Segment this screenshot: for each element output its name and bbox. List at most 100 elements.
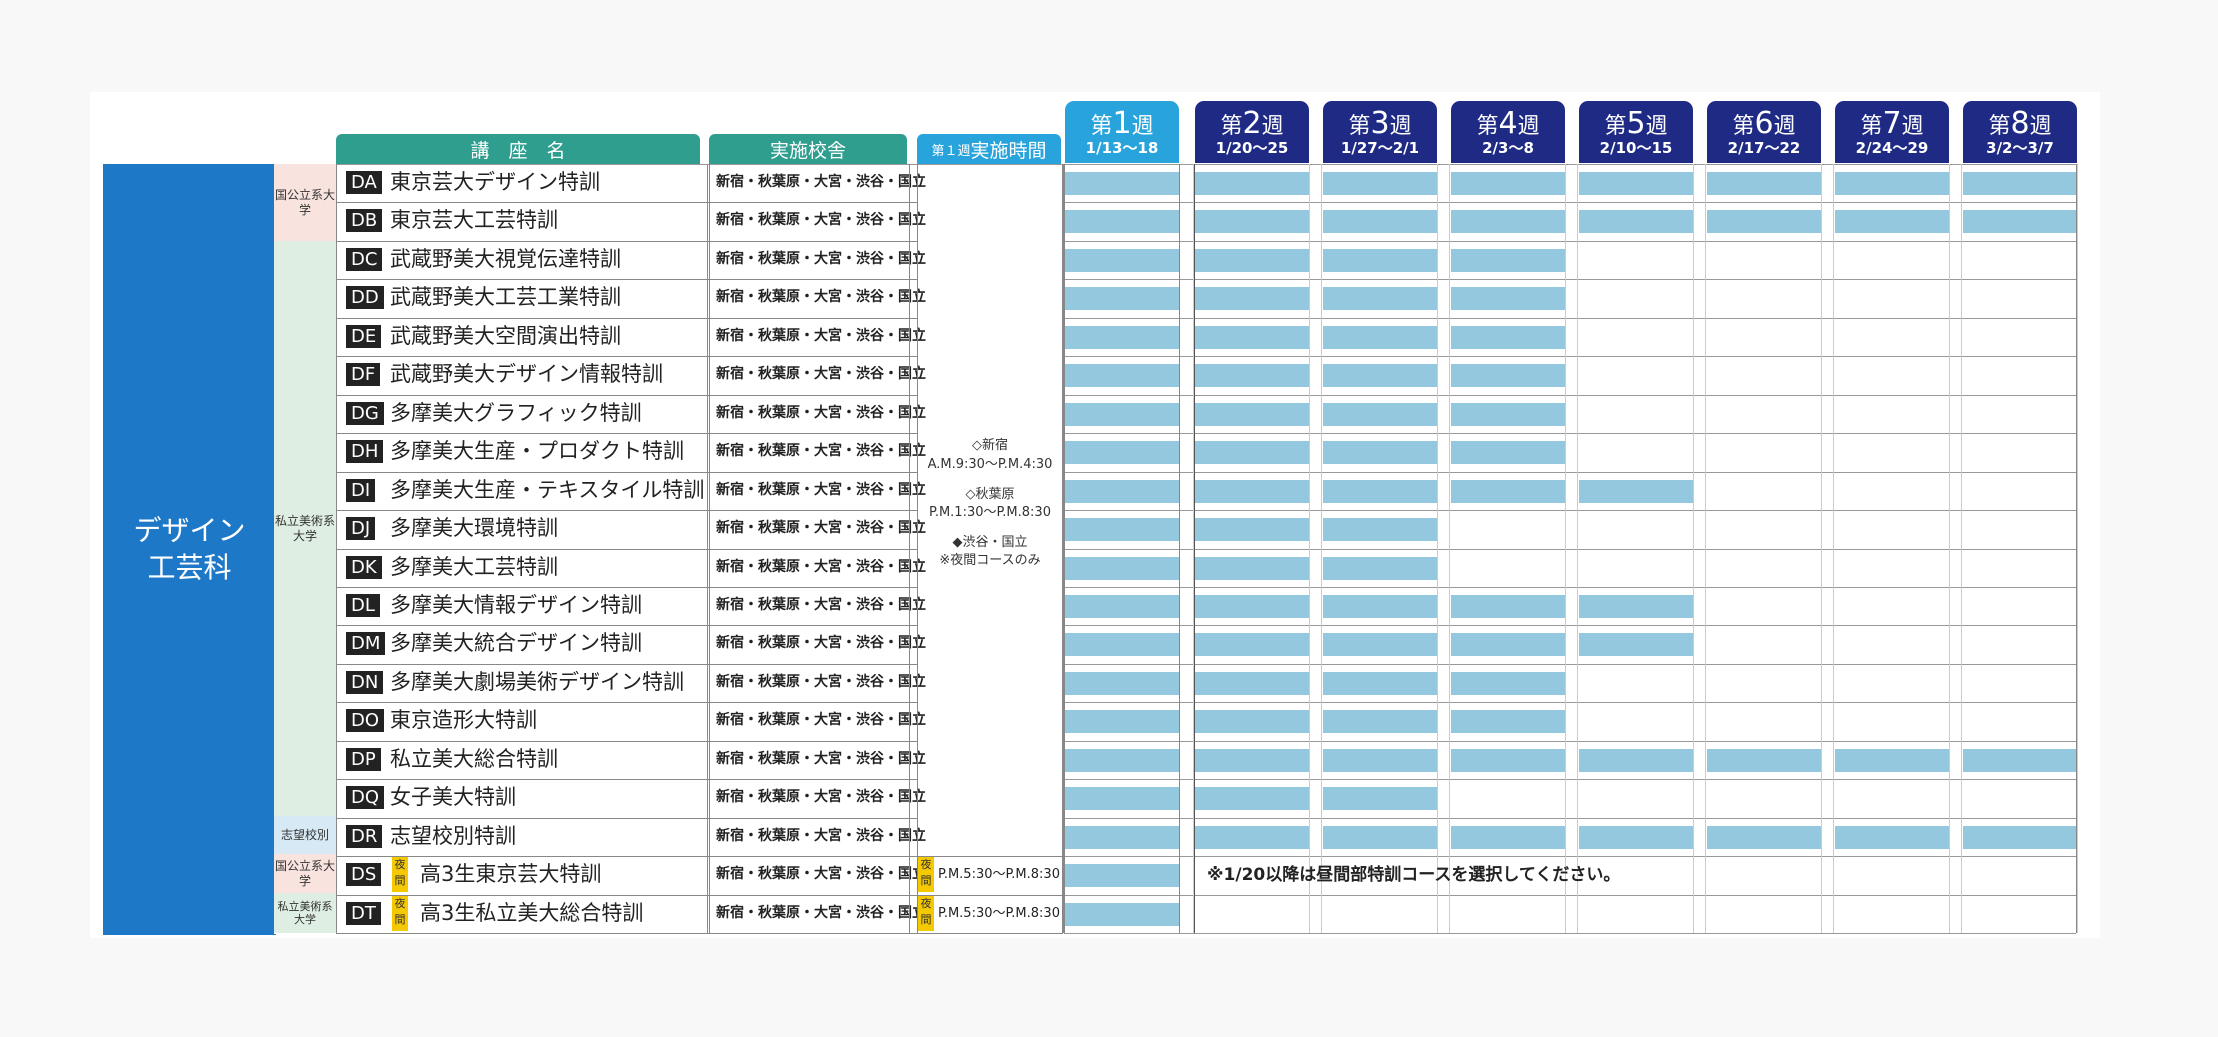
week-header-8: 第8週 3/2〜3/7 xyxy=(1963,101,2077,163)
course-code: DK xyxy=(346,555,382,579)
week-dates: 2/24〜29 xyxy=(1855,139,1929,158)
week-bar xyxy=(1963,825,2077,849)
week-bar xyxy=(1323,787,1437,811)
course-code: DD xyxy=(346,286,384,310)
week-number: 7 xyxy=(1882,106,1902,142)
course-row: DM 多摩美大統合デザイン特訓 新宿・秋葉原・大宮・渋谷・国立 xyxy=(336,625,1063,662)
column-divider xyxy=(336,164,337,933)
week-suffix: 週 xyxy=(1131,114,1154,140)
grid-row-line xyxy=(1064,510,2076,512)
week-bar xyxy=(1451,671,1565,695)
week1-separator xyxy=(1194,164,1195,933)
grid-right-border xyxy=(2076,164,2077,933)
course-name: 高3生私立美大総合特訓 xyxy=(420,900,644,925)
course-location: 新宿・秋葉原・大宮・渋谷・国立 xyxy=(716,289,926,306)
week-column-divider xyxy=(1833,164,1834,933)
course-name: 多摩美大統合デザイン特訓 xyxy=(390,631,642,656)
column-divider xyxy=(917,164,918,933)
week-bar xyxy=(1065,325,1179,349)
week-bar xyxy=(1323,364,1437,388)
course-name: 東京芸大工芸特訓 xyxy=(390,208,558,233)
course-name: 武蔵野美大空間演出特訓 xyxy=(390,323,621,348)
week-bar xyxy=(1579,210,1693,234)
course-location: 新宿・秋葉原・大宮・渋谷・国立 xyxy=(716,250,926,267)
week-bar xyxy=(1065,594,1179,618)
week-bar xyxy=(1323,248,1437,272)
week-column-divider xyxy=(1437,164,1438,933)
category-line1: デザイン xyxy=(133,514,246,548)
row-divider xyxy=(336,240,917,242)
row-divider xyxy=(336,817,917,819)
course-name: 武蔵野美大視覚伝達特訓 xyxy=(390,246,621,271)
week-bar xyxy=(1323,633,1437,657)
grid-row-line xyxy=(1064,894,2076,896)
course-code: DI xyxy=(346,478,376,502)
grid-row-line xyxy=(1064,817,2076,819)
week-bar xyxy=(1065,287,1179,311)
grid-row-line xyxy=(1064,779,2076,781)
week-bar xyxy=(1451,479,1565,503)
category-line2: 工芸科 xyxy=(147,550,232,584)
course-code: DH xyxy=(346,440,384,464)
time-shinjuku-hours: A.M.9:30〜P.M.4:30 xyxy=(927,456,1053,472)
time-shinjuku: ◇新宿 xyxy=(971,438,1008,454)
week-column-divider xyxy=(1193,164,1194,933)
week-bar xyxy=(1579,172,1693,195)
week-suffix: 週 xyxy=(1645,114,1668,140)
row-divider xyxy=(336,663,917,665)
course-location: 新宿・秋葉原・大宮・渋谷・国立 xyxy=(716,904,926,921)
course-row: DR 志望校別特訓 新宿・秋葉原・大宮・渋谷・国立 xyxy=(336,818,1063,855)
grid-row-line xyxy=(1064,702,2076,704)
subcategory-target-school: 志望校別 xyxy=(274,816,336,855)
time-akihabara-hours: P.M.1:30〜P.M.8:30 xyxy=(929,505,1051,521)
week-prefix: 第 xyxy=(1220,114,1243,140)
week-bar xyxy=(1065,441,1179,465)
week-bar xyxy=(1835,748,1949,772)
course-row: DI 多摩美大生産・テキスタイル特訓 新宿・秋葉原・大宮・渋谷・国立 xyxy=(336,472,1063,509)
grid-row-line xyxy=(1064,933,2076,934)
week-bar xyxy=(1451,364,1565,388)
week-column-divider xyxy=(1705,164,1706,933)
week-bar xyxy=(1195,787,1309,811)
week1-time-info: ◇新宿 A.M.9:30〜P.M.4:30 ◇秋葉原 P.M.1:30〜P.M.8:… xyxy=(918,164,1062,856)
course-location: 新宿・秋葉原・大宮・渋谷・国立 xyxy=(716,827,926,844)
course-row: DO 東京造形大特訓 新宿・秋葉原・大宮・渋谷・国立 xyxy=(336,702,1063,739)
week-header-6: 第6週 2/17〜22 xyxy=(1707,101,1821,163)
week-prefix: 第 xyxy=(1604,114,1627,140)
night-badge: 夜間 xyxy=(918,857,934,893)
grid-row-line xyxy=(1064,279,2076,281)
course-name: 多摩美大生産・プロダクト特訓 xyxy=(390,439,684,464)
course-location: 新宿・秋葉原・大宮・渋谷・国立 xyxy=(716,520,926,537)
week-suffix: 週 xyxy=(1773,114,1796,140)
week-prefix: 第 xyxy=(1348,114,1371,140)
subcategory-private-night: 私立美術系大学 xyxy=(274,893,336,934)
course-code: DG xyxy=(346,401,384,425)
course-code: DT xyxy=(346,901,381,925)
time-shibuya-kunitachi: ◆渋谷・国立 xyxy=(952,535,1028,551)
grid-row-line xyxy=(1064,317,2076,319)
week-column-divider xyxy=(1179,164,1180,933)
course-location: 新宿・秋葉原・大宮・渋谷・国立 xyxy=(716,558,926,575)
course-location: 新宿・秋葉原・大宮・渋谷・国立 xyxy=(716,327,926,344)
night-badge: 夜間 xyxy=(392,857,408,893)
night-time-text: P.M.5:30〜P.M.8:30 xyxy=(938,867,1060,883)
week-bar xyxy=(1195,710,1309,734)
grid-row-line xyxy=(1064,663,2076,665)
week-bar xyxy=(1323,287,1437,311)
course-code: DB xyxy=(346,209,383,233)
course-row: DH 多摩美大生産・プロダクト特訓 新宿・秋葉原・大宮・渋谷・国立 xyxy=(336,433,1063,470)
week-bar xyxy=(1065,402,1179,426)
week-bar xyxy=(1323,748,1437,772)
course-name: 高3生東京芸大特訓 xyxy=(420,862,602,887)
week-bar xyxy=(1963,172,2077,195)
week-bar xyxy=(1195,172,1309,195)
week-dates: 1/20〜25 xyxy=(1215,139,1289,158)
week-column-divider xyxy=(1693,164,1694,933)
week-bar xyxy=(1195,479,1309,503)
week-bar xyxy=(1707,210,1821,234)
row-divider xyxy=(336,202,917,204)
row-divider xyxy=(336,586,917,588)
grid-row-line xyxy=(1064,356,2076,358)
week-suffix: 週 xyxy=(1517,114,1540,140)
course-code: DP xyxy=(346,747,381,771)
